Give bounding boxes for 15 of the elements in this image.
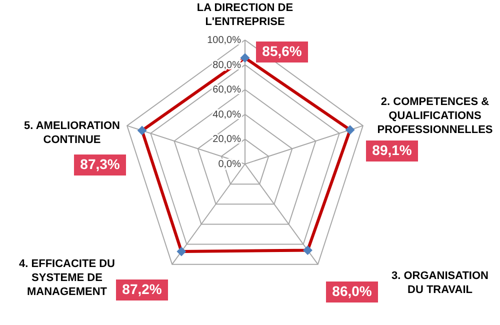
spoke-label: 5. AMELIORATION CONTINUE	[24, 120, 120, 146]
data-label: 86,0%	[332, 283, 372, 299]
spoke-label: 2. COMPETENCES & QUALIFICATIONS PROFESSIONNELLES	[377, 96, 493, 136]
spoke-label: 4. EFFICACITE DU SYSTEME DE MANAGEMENT	[19, 258, 116, 298]
y-tick-label: 60,0%	[212, 84, 242, 96]
y-tick-label: 40,0%	[212, 109, 242, 120]
data-label: 87,3%	[80, 156, 120, 172]
y-tick-label: 100,0%	[207, 35, 242, 46]
spoke-label: 3. ORGANISATION DU TRAVAIL	[392, 270, 489, 296]
data-label: 85,6%	[262, 43, 302, 59]
spoke-label: LA DIRECTION DE L'ENTREPRISE	[196, 2, 294, 28]
data-label: 89,1%	[372, 142, 412, 158]
data-label: 87,2%	[122, 281, 162, 297]
y-tick-label: 20,0%	[212, 134, 242, 146]
y-tick-label: 0,0%	[218, 159, 242, 170]
